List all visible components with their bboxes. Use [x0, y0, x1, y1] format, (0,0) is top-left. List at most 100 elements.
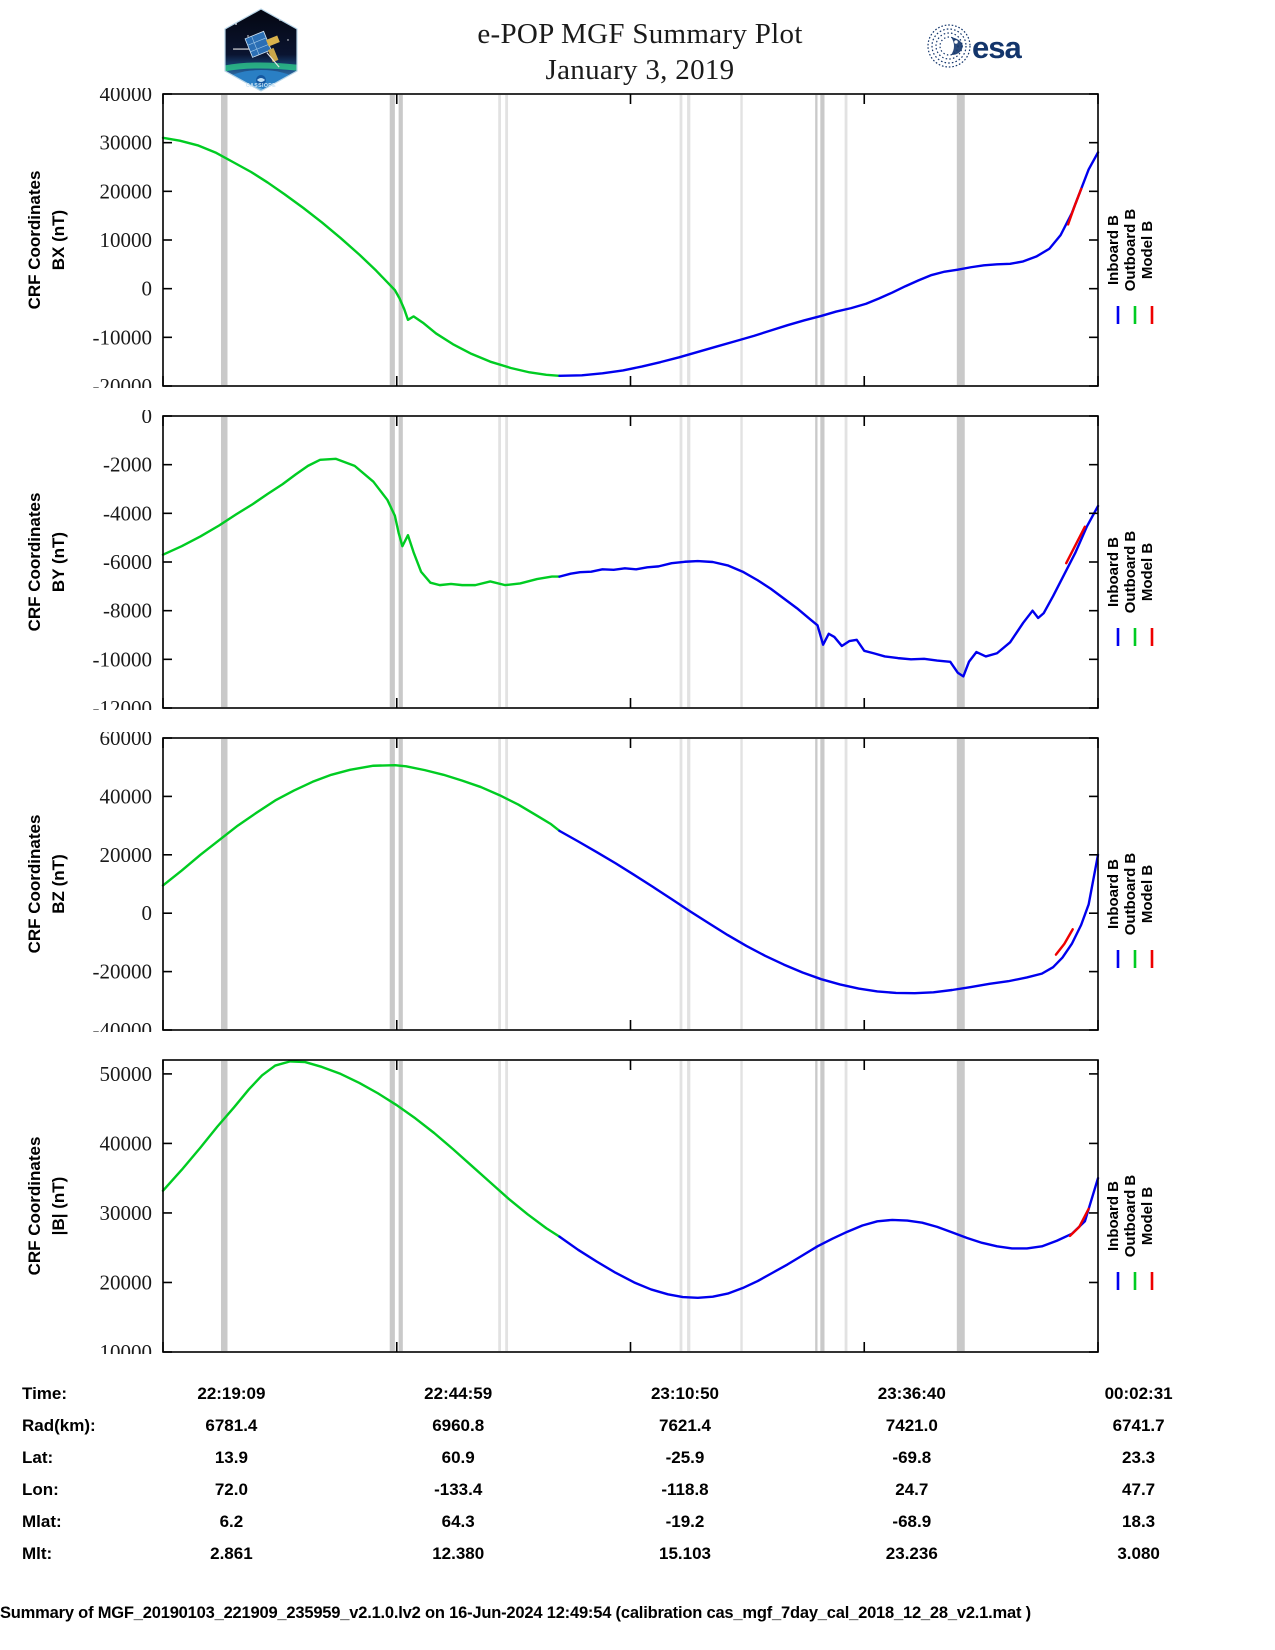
y-axis-title-line1: CRF Coordinates [25, 1137, 44, 1276]
y-axis-title-line2: |B| (nT) [49, 1177, 68, 1236]
data-gap-band [505, 739, 509, 1029]
chart-panel-bz: -40000 -20000 0 20000 40000 60000 CRF Coordina… [0, 732, 1275, 1032]
ephemeris-row: Mlat: 6.2 64.3 -19.2 -68.9 18.3 [22, 1506, 1252, 1538]
data-gap-band [220, 417, 228, 707]
trace-model-b [1068, 1207, 1090, 1238]
data-gap-band [679, 739, 683, 1029]
y-tick-label: 40000 [100, 1131, 153, 1155]
ephemeris-cell: 22:19:09 [197, 1384, 266, 1403]
legend-label-outboard-b: Outboard B [1122, 1175, 1139, 1258]
chart-panel-by: -12000 -10000 -8000 -6000 -4000 -2000 0 CRF Coo… [0, 410, 1275, 710]
data-gap-band [220, 1061, 228, 1351]
ephemeris-cell: -69.8 [892, 1448, 932, 1467]
ephemeris-cell: -19.2 [665, 1512, 705, 1531]
trace-inboard-b [558, 1176, 1100, 1299]
ephemeris-row: Mlt: 2.861 12.380 15.103 23.236 3.080 [22, 1538, 1252, 1570]
data-gap-band [398, 739, 403, 1029]
ephemeris-cell: 12.380 [432, 1544, 485, 1563]
y-axis-title-line2: BX (nT) [49, 210, 68, 270]
ephemeris-cell: 3.080 [1117, 1544, 1160, 1563]
chart-panel-bx: -20000 -10000 0 10000 20000 30000 40000 CRF Coo… [0, 88, 1275, 388]
data-gap-band [398, 95, 403, 385]
page-header: CASSIOPE e-POP MGF Summary Plot January … [0, 0, 1275, 92]
ephemeris-cell: 23.236 [885, 1544, 938, 1563]
data-gap-band [740, 95, 743, 385]
y-tick-label: -6000 [103, 550, 152, 574]
data-gap-band [815, 1061, 818, 1351]
data-gap-band [505, 1061, 509, 1351]
data-gap-band [498, 1061, 502, 1351]
ephemeris-cell: -118.8 [661, 1480, 709, 1499]
ephemeris-cell: 6741.7 [1112, 1416, 1165, 1435]
data-gap-band [844, 1061, 848, 1351]
legend-label-inboard-b: Inboard B [1105, 537, 1122, 607]
ephemeris-cell: 15.103 [658, 1544, 711, 1563]
ephemeris-cell: 22:44:59 [424, 1384, 493, 1403]
footer-provenance-text: Summary of MGF_20190103_221909_235959_v2… [0, 1604, 1031, 1622]
legend-label-inboard-b: Inboard B [1105, 1181, 1122, 1251]
ephemeris-cell: 6781.4 [205, 1416, 258, 1435]
trace-outboard-b [161, 457, 561, 587]
data-gap-band [740, 417, 743, 707]
ephemeris-cell: 60.9 [441, 1448, 475, 1467]
legend-label-model-b: Model B [1139, 1187, 1156, 1245]
plot-stack: -20000 -10000 0 10000 20000 30000 40000 CRF Coo… [0, 88, 1275, 1370]
ephemeris-cell: -133.4 [434, 1480, 483, 1499]
ephemeris-cell: 6960.8 [432, 1416, 485, 1435]
y-tick-label: 60000 [100, 732, 153, 750]
legend-label-model-b: Model B [1139, 543, 1156, 601]
data-gap-band [956, 1061, 965, 1351]
y-tick-label: 30000 [100, 1201, 153, 1225]
data-gap-band [679, 95, 683, 385]
y-tick-label: 20000 [100, 843, 153, 867]
data-gap-band [687, 739, 691, 1029]
ephemeris-cell: 64.3 [441, 1512, 475, 1531]
data-gap-band [498, 739, 502, 1029]
ephemeris-row-label: Lat: [22, 1448, 54, 1467]
data-gap-band [498, 417, 502, 707]
data-gap-band [220, 95, 228, 385]
ephemeris-table: Time: 22:19:09 22:44:59 23:10:50 23:36:40 00:… [0, 1378, 1275, 1578]
ephemeris-cell: 7421.0 [885, 1416, 938, 1435]
trace-outboard-b [161, 763, 561, 887]
data-gap-band [398, 417, 403, 707]
data-gap-band [505, 95, 509, 385]
ephemeris-row-label: Rad(km): [22, 1416, 96, 1435]
y-axis-title-line2: BZ (nT) [49, 854, 68, 913]
y-tick-label: 0 [142, 277, 153, 301]
ephemeris-cell: 23:36:40 [877, 1384, 946, 1403]
y-axis-title-line1: CRF Coordinates [25, 815, 44, 954]
ephemeris-cell: 23.3 [1122, 1448, 1156, 1467]
y-axis-title-line2: BY (nT) [49, 532, 68, 592]
data-gap-band [687, 95, 691, 385]
ephemeris-row-label: Time: [22, 1384, 68, 1403]
y-tick-label: 20000 [100, 1270, 153, 1294]
ephemeris-cell: 23:10:50 [650, 1384, 720, 1403]
title-block: e-POP MGF Summary Plot January 3, 2019 [320, 16, 960, 88]
data-gap-band [820, 417, 825, 707]
y-tick-label: -10000 [93, 647, 153, 671]
legend-label-model-b: Model B [1139, 865, 1156, 923]
data-gap-band [815, 95, 818, 385]
y-tick-label: -20000 [93, 374, 153, 388]
y-tick-label: -2000 [103, 453, 152, 477]
trace-model-b [1066, 187, 1083, 226]
y-tick-label: 40000 [100, 88, 153, 106]
ephemeris-cell: 13.9 [214, 1448, 248, 1467]
page-subtitle-date: January 3, 2019 [545, 54, 735, 86]
data-gap-band [844, 417, 848, 707]
data-gap-band [389, 1061, 395, 1351]
data-gap-band [815, 739, 818, 1029]
data-gap-band [815, 417, 818, 707]
y-tick-label: -20000 [93, 960, 153, 984]
page-title: e-POP MGF Summary Plot [477, 18, 803, 50]
ephemeris-cell: 18.3 [1122, 1512, 1156, 1531]
data-gap-band [687, 1061, 691, 1351]
y-tick-label: -4000 [103, 501, 152, 525]
data-gap-band [956, 95, 965, 385]
data-gap-band [820, 739, 825, 1029]
esa-wordmark: esa [972, 30, 1022, 65]
ephemeris-cell: -25.9 [665, 1448, 705, 1467]
ephemeris-cell: 00:02:31 [1104, 1384, 1173, 1403]
data-gap-band [844, 95, 848, 385]
